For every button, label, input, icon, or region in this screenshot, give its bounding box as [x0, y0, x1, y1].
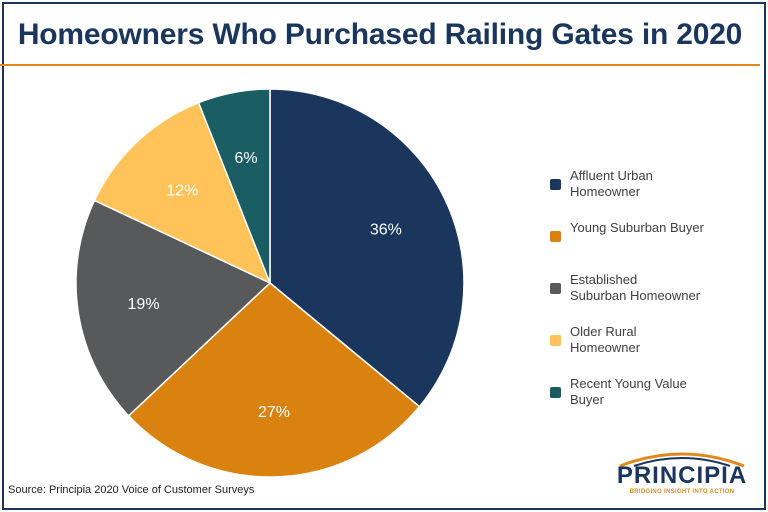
pie-data-label: 19% — [128, 296, 160, 313]
title-divider — [0, 64, 760, 66]
pie-slice — [75, 199, 272, 417]
legend-item: Young Suburban Buyer — [550, 220, 750, 272]
legend-swatch — [550, 387, 561, 398]
pie-slice — [269, 88, 465, 408]
legend-label: Recent Young Value Buyer — [570, 376, 687, 407]
source-note: Source: Principia 2020 Voice of Customer… — [8, 484, 255, 496]
pie-data-label: 6% — [234, 150, 257, 167]
principia-logo: PRINCIPIA BRIDGING INSIGHT INTO ACTION — [612, 448, 752, 498]
legend-label: Young Suburban Buyer — [570, 220, 704, 235]
legend-item: Established Suburban Homeowner — [550, 272, 750, 324]
pie-slices — [75, 88, 465, 478]
legend-swatch — [550, 335, 561, 346]
legend-item: Recent Young Value Buyer — [550, 376, 750, 428]
logo-wordmark: PRINCIPIA — [616, 462, 748, 489]
legend-label: Established Suburban Homeowner — [570, 272, 701, 303]
legend-swatch — [550, 283, 561, 294]
pie-data-label: 36% — [370, 221, 402, 238]
pie-data-label: 12% — [166, 183, 198, 200]
legend-label: Affluent Urban Homeowner — [570, 168, 653, 199]
pie-slice — [197, 88, 271, 284]
chart-legend: Affluent Urban Homeowner Young Suburban B… — [550, 168, 750, 428]
pie-data-labels: 36% 27% 19% 12% 6% — [128, 150, 402, 421]
legend-label: Older Rural Homeowner — [570, 324, 641, 355]
logo-tagline: BRIDGING INSIGHT INTO ACTION — [629, 489, 735, 495]
legend-item: Older Rural Homeowner — [550, 324, 750, 376]
pie-data-label: 27% — [258, 404, 290, 421]
logo-bridge-arc — [619, 452, 745, 468]
legend-swatch — [550, 231, 561, 242]
pie-slice — [93, 101, 272, 285]
chart-title: Homeowners Who Purchased Railing Gates i… — [17, 18, 743, 51]
legend-item: Affluent Urban Homeowner — [550, 168, 750, 220]
legend-swatch — [550, 179, 561, 190]
pie-slice — [127, 282, 421, 478]
